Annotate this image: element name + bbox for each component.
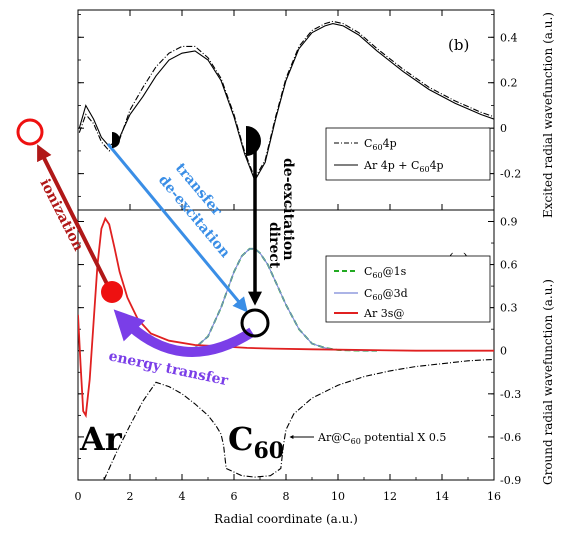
series-b-0 [78,20,494,180]
ytick-label-a-6: 0.9 [500,215,518,228]
ytick-label-a-0: -0.9 [500,474,521,487]
series-a-2 [78,216,494,419]
legend-a-label-c60-1s: C60@1s [364,265,407,280]
xtick-label-7: 14 [435,490,449,503]
xtick-label-3: 6 [231,490,238,503]
panel-a-ticks: -0.9 -0.6 -0.3 0 0.3 0.6 0.9 [78,215,521,487]
panel-a-series [78,216,494,480]
x-axis-title: Radial coordinate (a.u.) [214,512,358,526]
y-axis-title-bottom: Ground radial wavefunction (a.u.) [541,279,555,485]
y-axis-title-top: Excited radial wavefunction (a.u.) [541,12,555,218]
transfer-annotation: transfer de-excitation [106,143,248,313]
ytick-label-b-2: 0.2 [500,77,518,90]
x-axis-ticks: 0 2 4 6 8 10 12 14 16 [75,10,501,503]
ytick-label-a-3: 0 [500,345,507,358]
energy-transfer-arrow [113,309,255,357]
ar-label: Ar [79,420,123,458]
legend-a-label-ar-3s: Ar 3s@ [363,307,404,320]
ytick-label-b-1: 0 [500,122,507,135]
ytick-label-b-0: -0.2 [500,168,521,181]
c60-label: C60 [228,420,284,464]
series-a-1 [181,248,377,352]
direct-annotation: direct de-excitation [248,135,296,306]
energy-transfer-annotation: energy transfer [107,309,255,389]
excited-electron-large [246,126,261,156]
ytick-label-b-3: 0.4 [500,31,518,44]
potential-label: Ar@C60 potential X 0.5 [317,431,446,446]
xtick-label-0: 0 [75,490,82,503]
ar-electron-dot [101,281,123,303]
c60-hole-circle [240,308,270,338]
xtick-label-8: 16 [487,490,501,503]
legend-a-box [325,255,491,323]
xtick-label-1: 2 [127,490,134,503]
series-b-1 [78,23,494,182]
legend-b-box [325,127,491,181]
direct-text: direct [266,222,282,269]
legend-b-label-ar4p-c60-4p: Ar 4p + C604p [363,159,444,174]
panel-b-series [78,20,494,182]
transfer-arrow [106,143,248,313]
xtick-label-4: 8 [283,490,290,503]
legend-a-label-c60-3d: C60@3d [364,287,408,302]
ionization-annotation: ionization [16,118,109,285]
ytick-label-a-5: 0.6 [500,259,518,272]
xtick-label-5: 10 [331,490,345,503]
ionized-electron-circle [16,118,44,146]
potential-annotation: Ar@C60 potential X 0.5 [289,431,446,446]
xtick-label-6: 12 [383,490,397,503]
panel-b-label: (b) [448,36,469,54]
legend-b: C604p Ar 4p + C604p [325,127,491,181]
ionization-text: ionization [36,177,86,254]
legend-b-label-c60-4p: C604p [364,137,397,152]
direct-deexcitation-text: de-excitation [280,158,296,260]
xtick-label-2: 4 [179,490,186,503]
excited-electron-small [112,132,120,148]
ytick-label-a-4: 0.3 [500,302,518,315]
ytick-label-a-2: -0.3 [500,388,521,401]
legend-a: C60@1s C60@3d Ar 3s@ [325,255,491,323]
ytick-label-a-1: -0.6 [500,431,521,444]
ionization-arrow [37,144,109,285]
series-a-3 [103,358,494,480]
